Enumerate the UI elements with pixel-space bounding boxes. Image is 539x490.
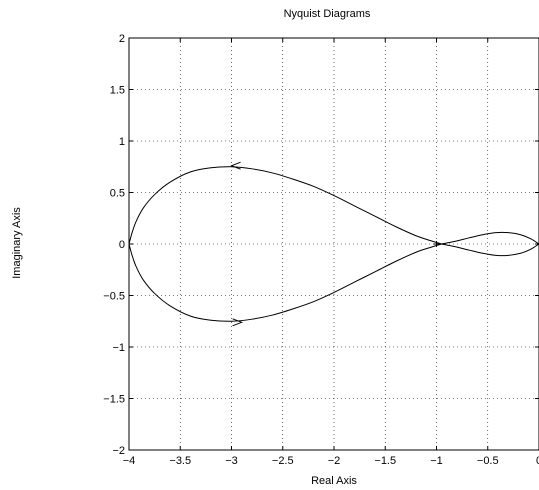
- x-tick-label: −0.5: [477, 455, 499, 467]
- y-tick-label: 2: [119, 33, 125, 45]
- direction-arrow: [232, 318, 244, 327]
- curves: [128, 166, 539, 322]
- y-tick-label: 1: [119, 136, 125, 148]
- y-tick-label: −1.5: [103, 394, 125, 406]
- x-tick-label: −4: [123, 455, 136, 467]
- ticks: −4 −3.5 −3 −2.5 −2 −1.5 −1 −0.5 0 −2 −1.5 −1 −0.5 0 0.…: [103, 33, 539, 467]
- plot-frame: [128, 37, 539, 451]
- critical-point-marker: [433, 241, 440, 247]
- x-tick-label: −2: [328, 455, 341, 467]
- y-tick-label: −1: [112, 342, 125, 354]
- direction-arrow: [230, 161, 241, 170]
- y-tick-label: 0: [119, 239, 125, 251]
- nyquist-curve-upper: [128, 166, 539, 257]
- x-tick-label: −2.5: [272, 455, 294, 467]
- grid: [129, 38, 539, 450]
- y-tick-label: −2: [112, 445, 125, 457]
- x-tick-label: −1.5: [374, 455, 396, 467]
- x-tick-label: −3: [225, 455, 238, 467]
- nyquist-curve-lower: [128, 231, 539, 322]
- x-tick-label: 0: [536, 455, 539, 467]
- annotations: [230, 161, 440, 327]
- y-tick-label: 0.5: [110, 188, 125, 200]
- y-axis-label: Imaginary Axis: [11, 207, 23, 279]
- x-axis-label: Real Axis: [311, 475, 357, 487]
- chart-title: Nyquist Diagrams: [284, 8, 371, 20]
- y-tick-label: 1.5: [110, 85, 125, 97]
- x-tick-label: −1: [430, 455, 443, 467]
- x-tick-label: −3.5: [169, 455, 191, 467]
- y-tick-label: −0.5: [103, 291, 125, 303]
